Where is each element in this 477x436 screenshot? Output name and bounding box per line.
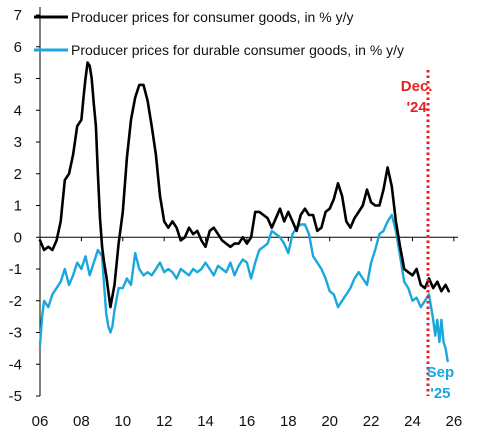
x-axis-ticks: 06 08 10 12 14 16 18 20 22 24 26 [32, 237, 463, 430]
annotation-dec-24-label: '24 [406, 99, 427, 116]
x-tick-label: 08 [73, 413, 90, 430]
legend-label: Producer prices for durable consumer goo… [71, 42, 404, 58]
y-tick-label: -2 [9, 293, 22, 310]
y-tick-label: -5 [9, 388, 22, 405]
legend-label: Producer prices for consumer goods, in %… [71, 9, 353, 25]
annotations: Dec. '24 Sep '25 [401, 78, 454, 402]
y-tick-label: 3 [14, 134, 22, 151]
y-tick-label: 7 [14, 7, 22, 24]
y-tick-label: 0 [14, 229, 22, 246]
legend-item-durable-consumer-goods: Producer prices for durable consumer goo… [34, 42, 404, 58]
axes [39, 7, 458, 396]
y-tick-label: 2 [14, 166, 22, 183]
series-line-consumer-goods [38, 61, 451, 309]
x-tick-label: 16 [239, 413, 256, 430]
x-tick-label: 18 [280, 413, 297, 430]
x-tick-label: 14 [197, 413, 214, 430]
x-tick-label: 06 [32, 413, 49, 430]
x-tick-label: 12 [156, 413, 173, 430]
y-tick-label: -1 [9, 261, 22, 278]
y-tick-label: 4 [14, 102, 22, 119]
x-tick-label: 24 [404, 413, 421, 430]
y-tick-label: -3 [9, 325, 22, 342]
x-tick-label: 22 [363, 413, 380, 430]
x-tick-label: 10 [114, 413, 131, 430]
series-layer [38, 61, 451, 363]
x-tick-label: 26 [446, 413, 463, 430]
y-tick-label: 6 [14, 39, 22, 56]
y-axis-ticks: 7 6 5 4 3 2 1 0 -1 -2 -3 -4 -5 [9, 7, 40, 405]
annotation-dec-24-label: Dec. [401, 78, 433, 95]
x-tick-label: 20 [321, 413, 338, 430]
legend: Producer prices for consumer goods, in %… [34, 9, 404, 58]
y-tick-label: 5 [14, 71, 22, 88]
series-line-durable-consumer-goods [38, 213, 449, 363]
legend-item-consumer-goods: Producer prices for consumer goods, in %… [34, 9, 353, 25]
annotation-sep-25-label: Sep [427, 364, 455, 381]
annotation-sep-25-label: '25 [430, 385, 450, 402]
y-tick-label: -4 [9, 356, 22, 373]
y-tick-label: 1 [14, 198, 22, 215]
